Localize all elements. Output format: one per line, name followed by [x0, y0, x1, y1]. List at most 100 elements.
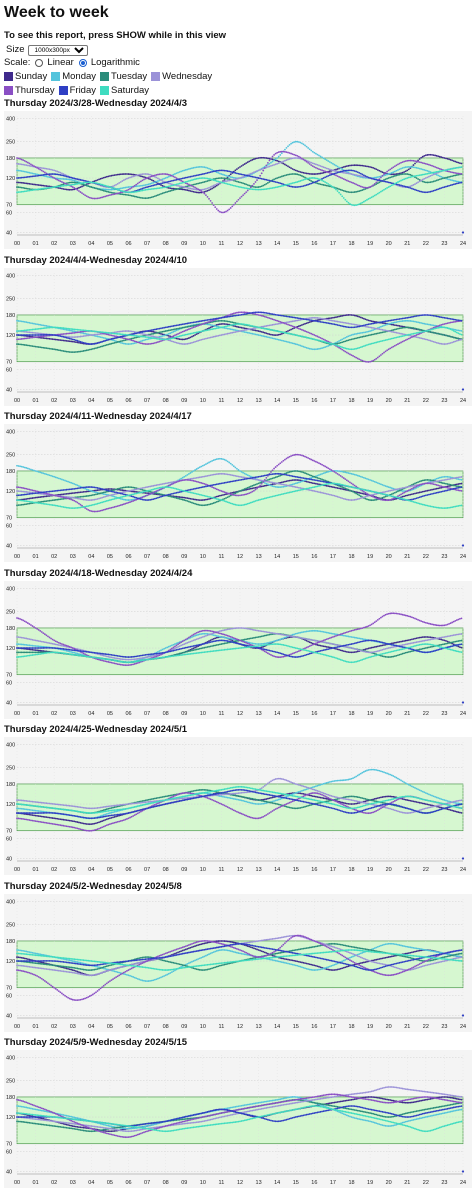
data-point: [359, 175, 362, 177]
data-point: [339, 487, 342, 490]
data-point: [39, 327, 42, 330]
data-point: [200, 504, 203, 507]
data-point: [246, 474, 249, 476]
data-point: [335, 168, 337, 171]
data-point: [200, 191, 203, 194]
data-point: [74, 181, 77, 184]
data-point: [324, 345, 327, 348]
data-point: [352, 204, 354, 207]
data-point: [293, 141, 296, 143]
data-point: [112, 192, 114, 194]
data-point: [253, 158, 255, 161]
scale-linear-radio[interactable]: [35, 59, 44, 67]
data-point: [308, 177, 311, 180]
data-point: [147, 337, 150, 340]
data-point: [386, 177, 389, 180]
data-point: [338, 470, 341, 473]
data-point: [236, 172, 238, 175]
data-point: [400, 184, 402, 187]
data-point: [109, 194, 111, 197]
legend-label: Saturday: [111, 84, 150, 96]
data-point: [327, 174, 330, 177]
data-point: [62, 174, 65, 177]
data-point: [274, 177, 277, 180]
data-point: [17, 157, 20, 160]
data-point: [96, 341, 99, 344]
data-point: [186, 342, 189, 345]
data-point: [446, 342, 449, 345]
data-point: [304, 144, 306, 147]
data-point: [268, 323, 271, 326]
data-point: [223, 458, 226, 461]
data-point: [307, 481, 310, 483]
scale-log-radio[interactable]: [78, 59, 87, 67]
data-point: [287, 183, 289, 186]
data-point: [78, 186, 80, 189]
data-point: [236, 322, 238, 325]
data-point: [54, 185, 57, 188]
data-point: [211, 178, 214, 181]
data-point: [341, 177, 344, 180]
data-point: [170, 335, 173, 338]
data-point: [122, 498, 125, 501]
data-point: [445, 185, 447, 188]
data-point: [133, 195, 136, 198]
x-tick-label: 11: [219, 398, 225, 404]
data-point: [127, 173, 130, 175]
data-point: [438, 332, 441, 335]
data-point: [28, 468, 31, 470]
data-point: [99, 177, 102, 180]
data-point: [364, 165, 367, 167]
data-point: [395, 343, 398, 346]
data-point: [133, 330, 136, 333]
data-point: [206, 177, 209, 180]
data-point: [64, 178, 66, 180]
data-point: [423, 490, 426, 493]
x-tick-label: 20: [386, 554, 392, 560]
data-point: [68, 178, 71, 181]
data-point: [232, 321, 235, 324]
data-point: [50, 474, 52, 477]
data-point: [90, 181, 93, 184]
data-point: [435, 477, 438, 480]
data-point: [376, 182, 379, 185]
data-point: [384, 322, 387, 324]
data-point: [437, 170, 440, 173]
data-point: [271, 180, 274, 183]
data-point: [167, 325, 170, 328]
data-point: [30, 328, 32, 331]
data-point: [345, 339, 348, 342]
data-point: [214, 335, 217, 337]
data-point: [246, 161, 249, 164]
data-point: [395, 174, 398, 177]
data-point: [310, 316, 313, 319]
data-point: [412, 492, 415, 495]
data-point: [121, 187, 124, 189]
data-point: [293, 333, 296, 336]
data-point: [16, 333, 18, 336]
data-point: [70, 327, 73, 330]
data-point: [313, 162, 316, 165]
data-point: [65, 328, 68, 331]
data-point: [226, 209, 229, 212]
data-point: [305, 318, 308, 320]
data-point: [446, 321, 449, 324]
data-point: [345, 335, 348, 338]
data-point: [273, 154, 275, 156]
data-point: [178, 497, 181, 500]
data-point: [222, 316, 224, 318]
data-point: [161, 493, 164, 496]
data-point: [124, 173, 127, 175]
data-point: [327, 341, 330, 344]
data-point: [384, 338, 387, 341]
data-point: [284, 150, 286, 153]
data-point: [353, 332, 356, 335]
data-point: [332, 186, 334, 188]
data-point: [395, 173, 398, 175]
data-point: [440, 177, 443, 180]
data-point: [345, 351, 348, 353]
data-point: [358, 336, 361, 338]
data-point: [341, 345, 344, 348]
size-select[interactable]: 1000x300px: [28, 44, 89, 56]
data-point: [423, 337, 426, 340]
